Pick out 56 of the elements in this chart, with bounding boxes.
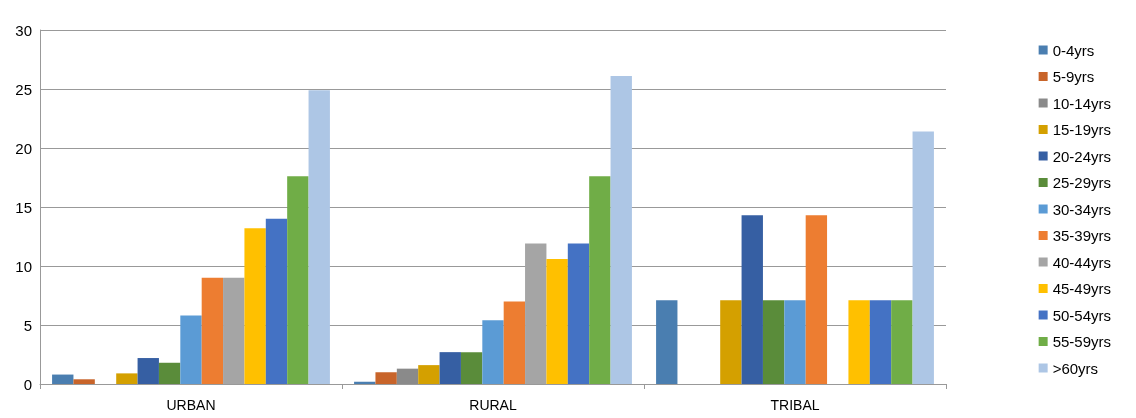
legend-label: 5-9yrs	[1052, 68, 1095, 85]
x-tick-label: URBAN	[166, 397, 216, 413]
bar	[180, 315, 202, 384]
y-tick-label: 5	[23, 316, 32, 334]
legend-label: 40-44yrs	[1052, 253, 1111, 271]
bar	[741, 215, 763, 384]
bar	[656, 300, 678, 384]
y-tick-label: 0	[23, 375, 32, 393]
bar	[116, 373, 138, 384]
y-tick-label: 15	[15, 198, 32, 216]
bar	[158, 362, 181, 384]
bar	[396, 368, 419, 384]
legend-label: 35-39yrs	[1052, 227, 1111, 244]
bar	[137, 358, 159, 384]
legend-label: 25-29yrs	[1052, 174, 1111, 191]
bar	[244, 228, 266, 384]
bar	[805, 215, 828, 384]
bar	[482, 320, 504, 384]
bar	[265, 218, 288, 384]
bar	[762, 300, 785, 384]
bar	[720, 300, 742, 384]
y-tick-label: 20	[15, 139, 32, 157]
bar	[546, 258, 568, 384]
x-tick-label: RURAL	[469, 397, 517, 413]
y-tick-label: 25	[15, 80, 32, 98]
legend-label: 45-49yrs	[1052, 280, 1111, 297]
bar	[73, 379, 95, 384]
legend-label: >60yrs	[1052, 359, 1099, 377]
bar	[52, 374, 74, 384]
x-tick-label: TRIBAL	[770, 397, 820, 413]
legend-label: 10-14yrs	[1052, 94, 1111, 112]
bar	[287, 176, 309, 384]
bar	[567, 243, 590, 384]
legend-label: 0-4yrs	[1052, 41, 1095, 59]
legend-label: 50-54yrs	[1052, 306, 1111, 324]
bar	[610, 76, 632, 384]
bar	[460, 352, 483, 384]
bar	[223, 277, 245, 384]
legend-label: 20-24yrs	[1052, 147, 1111, 165]
legend-label: 30-34yrs	[1052, 200, 1111, 218]
bar	[848, 300, 870, 384]
bar	[201, 277, 224, 384]
y-tick-label: 30	[15, 21, 32, 39]
bar	[589, 176, 611, 384]
legend-label: 15-19yrs	[1052, 121, 1111, 138]
bar	[418, 365, 440, 384]
bar	[912, 131, 934, 384]
legend-label: 55-59yrs	[1052, 333, 1111, 350]
bar	[439, 352, 461, 384]
bar	[503, 301, 526, 384]
y-tick-label: 10	[15, 257, 32, 275]
bar	[375, 372, 397, 384]
bar	[308, 90, 330, 384]
bar	[869, 300, 892, 384]
bar	[784, 300, 806, 384]
bar	[891, 300, 913, 384]
